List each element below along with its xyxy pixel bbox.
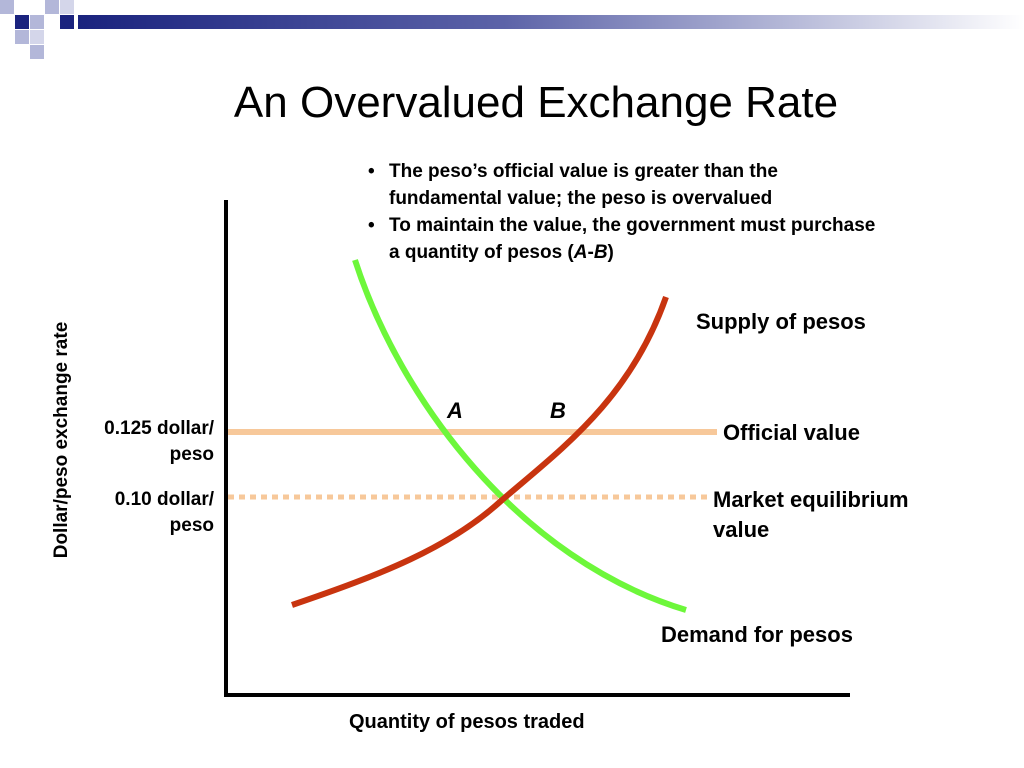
banner-square xyxy=(15,30,29,44)
bullet-italic-a: A xyxy=(573,242,588,263)
supply-label: Supply of pesos xyxy=(696,309,866,334)
official-value-label: Official value xyxy=(723,420,860,445)
point-b-label: B xyxy=(550,398,566,423)
point-a-label: A xyxy=(447,398,463,423)
bullet-text: The peso’s official value is greater tha… xyxy=(389,161,778,209)
x-axis-label: Quantity of pesos traded xyxy=(349,711,585,733)
bullet-text: To maintain the value, the government mu… xyxy=(389,215,876,263)
banner-square xyxy=(30,30,44,44)
market-equilibrium-label: Market equilibrium value xyxy=(713,485,909,545)
demand-label: Demand for pesos xyxy=(661,622,853,647)
bullet-dash: - xyxy=(587,242,594,263)
market-value-tick: 0.10 dollar/ peso xyxy=(34,487,214,539)
bullet-item: The peso’s official value is greater tha… xyxy=(366,158,886,212)
bullet-close: ) xyxy=(607,242,614,263)
banner-square xyxy=(30,45,44,59)
supply-curve xyxy=(291,296,669,608)
banner-stripe xyxy=(78,15,1024,29)
bullet-list: The peso’s official value is greater tha… xyxy=(366,158,886,266)
official-value-tick-line1: 0.125 dollar/ xyxy=(104,418,214,439)
bullet-italic-b: B xyxy=(593,242,608,263)
market-equilibrium-label-line2: value xyxy=(713,517,770,542)
slide-title: An Overvalued Exchange Rate xyxy=(233,78,839,127)
banner-square xyxy=(30,15,44,29)
market-value-tick-line1: 0.10 dollar/ xyxy=(114,489,214,510)
bullet-item: To maintain the value, the government mu… xyxy=(366,212,886,266)
banner-square xyxy=(60,0,74,14)
market-value-tick-line2: peso xyxy=(169,515,214,536)
demand-curve xyxy=(352,259,687,613)
market-equilibrium-label-line1: Market equilibrium xyxy=(713,487,909,512)
official-value-tick: 0.125 dollar/ peso xyxy=(34,416,214,468)
slide-banner xyxy=(0,0,1024,59)
banner-square xyxy=(0,0,14,14)
banner-square xyxy=(15,15,29,29)
banner-square xyxy=(60,15,74,29)
banner-square xyxy=(45,0,59,14)
official-value-tick-line2: peso xyxy=(169,444,214,465)
